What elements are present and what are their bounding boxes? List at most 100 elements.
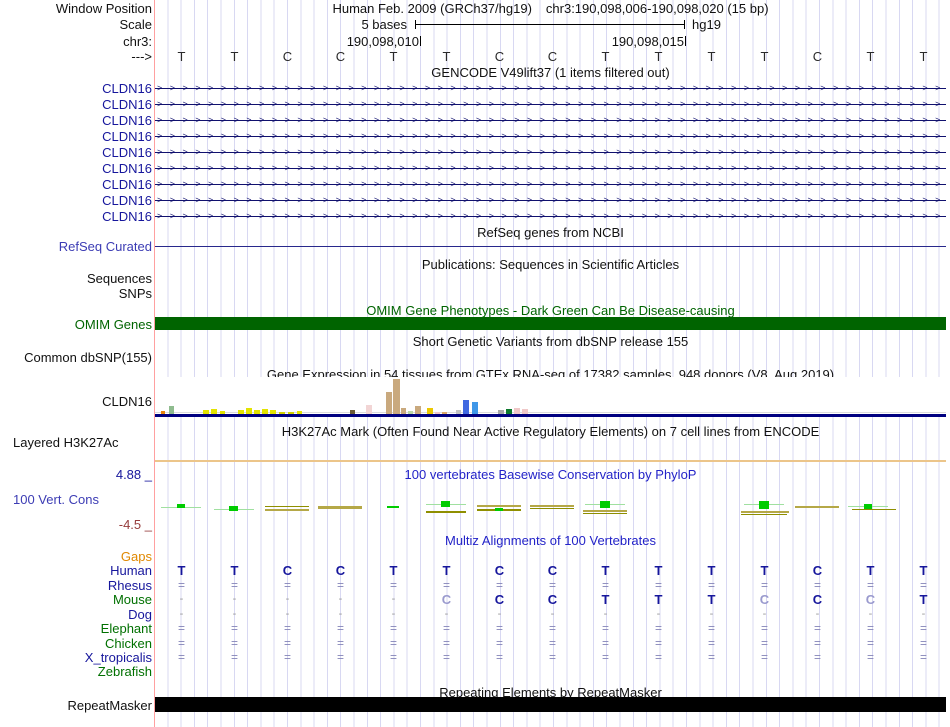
gene-label[interactable]: CLDN16 <box>102 97 152 112</box>
species-label[interactable]: Elephant <box>100 621 152 636</box>
alignment-cell: T <box>601 563 610 578</box>
phylop-mark <box>741 511 789 513</box>
alignment-cell: = <box>230 636 238 650</box>
gene-row[interactable]: >>>>>>>>>>>>>>>>>>>>>>>>>>>>>>>>>>>>>>>>… <box>155 84 946 93</box>
alignment-cell: - <box>868 608 873 620</box>
alignment-cell: T <box>389 563 398 578</box>
alignment-cell: T <box>230 563 239 578</box>
alignment-cell: - <box>709 608 714 620</box>
alignment-cell: T <box>177 563 186 578</box>
gene-label[interactable]: CLDN16 <box>102 81 152 96</box>
refseq-curated-label[interactable]: RefSeq Curated <box>58 239 152 254</box>
gene-label[interactable]: CLDN16 <box>102 113 152 128</box>
scale-bar <box>415 20 685 29</box>
alignment-cell: = <box>283 621 291 635</box>
phylop-mark <box>265 506 309 507</box>
gene-row[interactable]: >>>>>>>>>>>>>>>>>>>>>>>>>>>>>>>>>>>>>>>>… <box>155 164 946 173</box>
sequence-base: T <box>707 49 716 64</box>
sequence-base: T <box>389 49 398 64</box>
gene-label[interactable]: CLDN16 <box>102 209 152 224</box>
h3k27ac-label[interactable]: Layered H3K27Ac <box>13 435 119 450</box>
gtex-expression-bar <box>498 410 504 414</box>
alignment-cell: = <box>813 621 821 635</box>
species-label[interactable]: Zebrafish <box>97 664 152 679</box>
gtex-expression-bar <box>270 410 276 414</box>
alignment-cell: = <box>707 621 715 635</box>
alignment-cell: = <box>442 578 450 592</box>
gtex-axis-line <box>155 412 946 413</box>
snps-label[interactable]: SNPs <box>118 286 152 301</box>
alignment-cell: T <box>760 563 769 578</box>
window-position-label: Window Position <box>55 1 152 16</box>
alignment-cell: = <box>760 578 768 592</box>
gene-row[interactable]: >>>>>>>>>>>>>>>>>>>>>>>>>>>>>>>>>>>>>>>>… <box>155 212 946 221</box>
gene-intron-line <box>155 152 946 153</box>
alignment-cell: = <box>389 578 397 592</box>
phylop-max-value: 4.88 _ <box>115 467 152 482</box>
phylop-mark <box>864 504 872 509</box>
gene-strand-arrows: >>>>>>>>>>>>>>>>>>>>>>>>>>>>>>>>>>>>>>>>… <box>157 116 946 125</box>
alignment-cell: - <box>921 608 926 620</box>
sequence-base: C <box>282 49 293 64</box>
gtex-expression-bar <box>288 412 294 414</box>
omim-gene-bar[interactable] <box>155 317 946 330</box>
gene-row[interactable]: >>>>>>>>>>>>>>>>>>>>>>>>>>>>>>>>>>>>>>>>… <box>155 132 946 141</box>
gene-label[interactable]: CLDN16 <box>102 177 152 192</box>
sequences-label[interactable]: Sequences <box>86 271 152 286</box>
gene-label[interactable]: CLDN16 <box>102 193 152 208</box>
gene-label[interactable]: CLDN16 <box>102 161 152 176</box>
gtex-gene-label[interactable]: CLDN16 <box>102 394 152 409</box>
alignment-cell: = <box>654 650 662 664</box>
gene-row[interactable]: >>>>>>>>>>>>>>>>>>>>>>>>>>>>>>>>>>>>>>>>… <box>155 116 946 125</box>
species-label[interactable]: Gaps <box>120 549 152 564</box>
phylop-mark <box>583 510 627 512</box>
sequence-base: T <box>601 49 610 64</box>
gene-row[interactable]: >>>>>>>>>>>>>>>>>>>>>>>>>>>>>>>>>>>>>>>>… <box>155 180 946 189</box>
alignment-cell: C <box>865 592 876 607</box>
alignment-cell: C <box>282 563 293 578</box>
repeatmasker-bar[interactable] <box>155 697 946 712</box>
h3k27ac-signal-line <box>155 460 946 462</box>
alignment-cell: - <box>656 608 661 620</box>
alignment-cell: C <box>441 592 452 607</box>
omim-title: OMIM Gene Phenotypes - Dark Green Can Be… <box>366 303 735 318</box>
alignment-cell: = <box>336 636 344 650</box>
gene-label[interactable]: CLDN16 <box>102 129 152 144</box>
refseq-gene-line[interactable] <box>155 246 946 247</box>
phylop-mark <box>530 505 574 507</box>
species-label[interactable]: Rhesus <box>107 578 152 593</box>
alignment-cell: = <box>654 578 662 592</box>
species-label[interactable]: Chicken <box>105 636 152 651</box>
gene-row[interactable]: >>>>>>>>>>>>>>>>>>>>>>>>>>>>>>>>>>>>>>>>… <box>155 100 946 109</box>
species-label[interactable]: Mouse <box>112 592 152 607</box>
alignment-cell: = <box>177 636 185 650</box>
alignment-cell: = <box>495 578 503 592</box>
species-label[interactable]: Dog <box>128 607 152 622</box>
phylop-mark <box>852 509 896 510</box>
species-label[interactable]: Human <box>110 563 152 578</box>
phylop-mark <box>229 506 238 511</box>
phylop-mark <box>441 501 450 507</box>
gene-row[interactable]: >>>>>>>>>>>>>>>>>>>>>>>>>>>>>>>>>>>>>>>>… <box>155 196 946 205</box>
alignment-cell: - <box>285 608 290 620</box>
common-dbsnp-label[interactable]: Common dbSNP(155) <box>24 350 152 365</box>
gene-label[interactable]: CLDN16 <box>102 145 152 160</box>
sequence-base: T <box>177 49 186 64</box>
gene-intron-line <box>155 104 946 105</box>
alignment-cell: = <box>442 636 450 650</box>
alignment-cell: = <box>495 621 503 635</box>
genome-label: hg19 <box>692 17 721 32</box>
gene-row[interactable]: >>>>>>>>>>>>>>>>>>>>>>>>>>>>>>>>>>>>>>>>… <box>155 148 946 157</box>
species-label[interactable]: X_tropicalis <box>84 650 152 665</box>
alignment-cell: = <box>707 636 715 650</box>
position-title: Human Feb. 2009 (GRCh37/hg19) chr3:190,09… <box>155 2 946 15</box>
alignment-cell: T <box>654 592 663 607</box>
omim-genes-label[interactable]: OMIM Genes <box>74 317 152 332</box>
phylop-label[interactable]: 100 Vert. Cons <box>13 492 99 507</box>
phylop-mark <box>530 508 574 509</box>
repeatmasker-label[interactable]: RepeatMasker <box>67 698 152 713</box>
phylop-min-value: -4.5 _ <box>118 517 152 532</box>
alignment-cell: = <box>866 621 874 635</box>
ruler-tick-label-right: 190,098,015 <box>611 34 684 49</box>
